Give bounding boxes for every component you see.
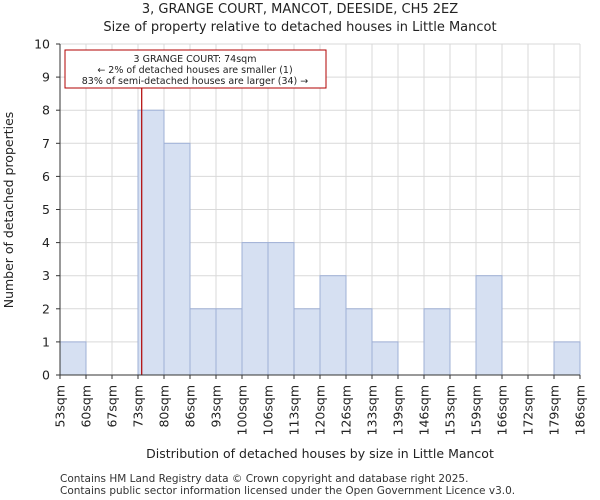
x-tick-label: 120sqm: [313, 385, 328, 435]
bar: [293, 308, 321, 376]
bar: [163, 142, 191, 376]
y-tick-label: 4: [42, 235, 50, 250]
annotation-box: [64, 49, 327, 89]
y-tick-label: 5: [42, 202, 50, 217]
x-tick-label: 153sqm: [443, 385, 458, 435]
x-tick-label: 86sqm: [183, 385, 198, 428]
x-tick-label: 80sqm: [157, 385, 172, 428]
x-tick-label: 133sqm: [365, 385, 380, 435]
axes: 0 1 2 3 4 5 6 7 8 9 10 53sqm 60sqm 67sqm 73sqm 80sqm 86s…: [34, 37, 587, 436]
bar: [553, 341, 581, 376]
bar: [215, 308, 243, 376]
y-tick-label: 10: [34, 37, 50, 52]
bar: [59, 341, 87, 376]
footer-licence: Contains public sector information licen…: [60, 485, 516, 497]
y-tick-label: 6: [42, 169, 50, 184]
y-tick-label: 1: [42, 334, 50, 349]
y-tick-label: 3: [42, 268, 50, 283]
bar: [267, 242, 295, 376]
bar: [371, 341, 399, 376]
x-tick-label: 186sqm: [573, 385, 588, 435]
annotation: 3 GRANGE COURT: 74sqm ← 2% of detached h…: [64, 49, 327, 89]
annotation-line-2: ← 2% of detached houses are smaller (1): [97, 65, 292, 76]
x-tick-label: 172sqm: [521, 385, 536, 435]
y-axis-label: Number of detached properties: [1, 112, 16, 309]
x-tick-label: 126sqm: [339, 385, 354, 435]
x-tick-label: 113sqm: [287, 385, 302, 435]
bar: [475, 275, 503, 376]
x-tick-label: 146sqm: [417, 385, 432, 435]
x-tick-label: 139sqm: [391, 385, 406, 435]
y-tick-label: 8: [42, 103, 50, 118]
x-tick-label: 106sqm: [261, 385, 276, 435]
y-tick-label: 2: [42, 301, 50, 316]
x-tick-label: 166sqm: [495, 385, 510, 435]
annotation-line-1: 3 GRANGE COURT: 74sqm: [134, 54, 257, 65]
x-tick-label: 53sqm: [53, 385, 68, 428]
bar: [423, 308, 451, 376]
x-tick-label: 73sqm: [131, 385, 146, 428]
annotation-line-3: 83% of semi-detached houses are larger (…: [82, 76, 309, 87]
bar: [241, 242, 269, 376]
chart-title: 3, GRANGE COURT, MANCOT, DEESIDE, CH5 2E…: [141, 2, 459, 17]
bar: [345, 308, 373, 376]
chart-subtitle: Size of property relative to detached ho…: [103, 20, 497, 35]
y-tick-label: 7: [42, 136, 50, 151]
bars: [59, 109, 581, 376]
bar: [137, 109, 165, 376]
x-tick-label: 60sqm: [79, 385, 94, 428]
bar: [319, 275, 347, 376]
x-tick-label: 93sqm: [209, 385, 224, 428]
y-tick-label: 9: [42, 70, 50, 85]
y-tick-label: 0: [42, 368, 50, 383]
bar: [189, 308, 217, 376]
x-tick-label: 100sqm: [235, 385, 250, 435]
footer-copyright: Contains HM Land Registry data © Crown c…: [60, 473, 469, 485]
x-axis-label: Distribution of detached houses by size …: [146, 446, 494, 461]
x-tick-label: 159sqm: [469, 385, 484, 435]
x-tick-label: 179sqm: [547, 385, 562, 435]
x-tick-label: 67sqm: [105, 385, 120, 428]
